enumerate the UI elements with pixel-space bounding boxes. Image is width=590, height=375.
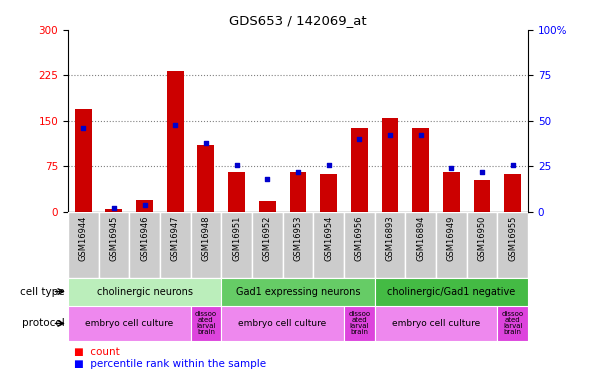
Point bbox=[263, 176, 272, 182]
Text: GSM16946: GSM16946 bbox=[140, 215, 149, 261]
Bar bbox=[129, 212, 160, 278]
Text: GSM16955: GSM16955 bbox=[508, 215, 517, 261]
Text: GSM16949: GSM16949 bbox=[447, 215, 456, 261]
Text: GSM16894: GSM16894 bbox=[416, 215, 425, 261]
Text: cell type: cell type bbox=[20, 286, 65, 297]
Bar bbox=[167, 71, 183, 212]
Point bbox=[140, 202, 149, 208]
Bar bbox=[290, 172, 306, 212]
Bar bbox=[75, 109, 91, 212]
Bar bbox=[99, 212, 129, 278]
Text: ■  percentile rank within the sample: ■ percentile rank within the sample bbox=[74, 359, 266, 369]
Bar bbox=[221, 212, 252, 278]
Text: Gad1 expressing neurons: Gad1 expressing neurons bbox=[235, 286, 360, 297]
Point bbox=[508, 162, 517, 168]
Text: GSM16950: GSM16950 bbox=[477, 215, 487, 261]
Bar bbox=[436, 212, 467, 278]
Bar bbox=[344, 306, 375, 341]
Text: dissoo
ated
larval
brain: dissoo ated larval brain bbox=[348, 311, 371, 335]
Bar bbox=[474, 180, 490, 212]
Point bbox=[477, 169, 487, 175]
Text: GSM16893: GSM16893 bbox=[385, 215, 395, 261]
Point bbox=[78, 125, 88, 131]
Text: embryo cell culture: embryo cell culture bbox=[238, 319, 327, 328]
Bar bbox=[382, 118, 398, 212]
Bar bbox=[497, 212, 528, 278]
Bar bbox=[198, 145, 214, 212]
Point bbox=[385, 132, 395, 138]
Bar bbox=[375, 278, 528, 306]
Point bbox=[232, 162, 241, 168]
Bar bbox=[504, 174, 521, 212]
Point bbox=[293, 169, 303, 175]
Title: GDS653 / 142069_at: GDS653 / 142069_at bbox=[229, 15, 367, 27]
Point bbox=[447, 165, 456, 171]
Text: GSM16956: GSM16956 bbox=[355, 215, 364, 261]
Bar bbox=[351, 128, 368, 212]
Text: dissoo
ated
larval
brain: dissoo ated larval brain bbox=[195, 311, 217, 335]
Bar bbox=[375, 212, 405, 278]
Bar bbox=[320, 174, 337, 212]
Bar bbox=[68, 306, 191, 341]
Bar bbox=[443, 172, 460, 212]
Bar bbox=[221, 306, 344, 341]
Bar bbox=[283, 212, 313, 278]
Bar bbox=[467, 212, 497, 278]
Bar bbox=[221, 278, 375, 306]
Point bbox=[201, 140, 211, 146]
Bar bbox=[344, 212, 375, 278]
Bar bbox=[68, 278, 221, 306]
Bar bbox=[259, 201, 276, 212]
Text: dissoo
ated
larval
brain: dissoo ated larval brain bbox=[502, 311, 524, 335]
Bar bbox=[412, 128, 429, 212]
Bar bbox=[375, 306, 497, 341]
Text: GSM16944: GSM16944 bbox=[78, 215, 88, 261]
Bar bbox=[106, 209, 122, 212]
Text: embryo cell culture: embryo cell culture bbox=[392, 319, 480, 328]
Bar bbox=[313, 212, 344, 278]
Bar bbox=[405, 212, 436, 278]
Bar bbox=[228, 172, 245, 212]
Bar bbox=[252, 212, 283, 278]
Text: ■  count: ■ count bbox=[74, 347, 120, 357]
Bar bbox=[136, 200, 153, 212]
Text: GSM16953: GSM16953 bbox=[293, 215, 303, 261]
Text: GSM16951: GSM16951 bbox=[232, 215, 241, 261]
Bar bbox=[191, 306, 221, 341]
Point bbox=[109, 205, 119, 211]
Point bbox=[171, 122, 180, 128]
Text: embryo cell culture: embryo cell culture bbox=[85, 319, 173, 328]
Bar bbox=[160, 212, 191, 278]
Point bbox=[416, 132, 425, 138]
Text: GSM16948: GSM16948 bbox=[201, 215, 211, 261]
Text: cholinergic neurons: cholinergic neurons bbox=[97, 286, 192, 297]
Text: GSM16945: GSM16945 bbox=[109, 215, 119, 261]
Text: GSM16954: GSM16954 bbox=[324, 215, 333, 261]
Text: GSM16952: GSM16952 bbox=[263, 215, 272, 261]
Bar bbox=[191, 212, 221, 278]
Text: protocol: protocol bbox=[22, 318, 65, 328]
Point bbox=[324, 162, 333, 168]
Point bbox=[355, 136, 364, 142]
Text: cholinergic/Gad1 negative: cholinergic/Gad1 negative bbox=[387, 286, 516, 297]
Bar bbox=[497, 306, 528, 341]
Text: GSM16947: GSM16947 bbox=[171, 215, 180, 261]
Bar bbox=[68, 212, 99, 278]
